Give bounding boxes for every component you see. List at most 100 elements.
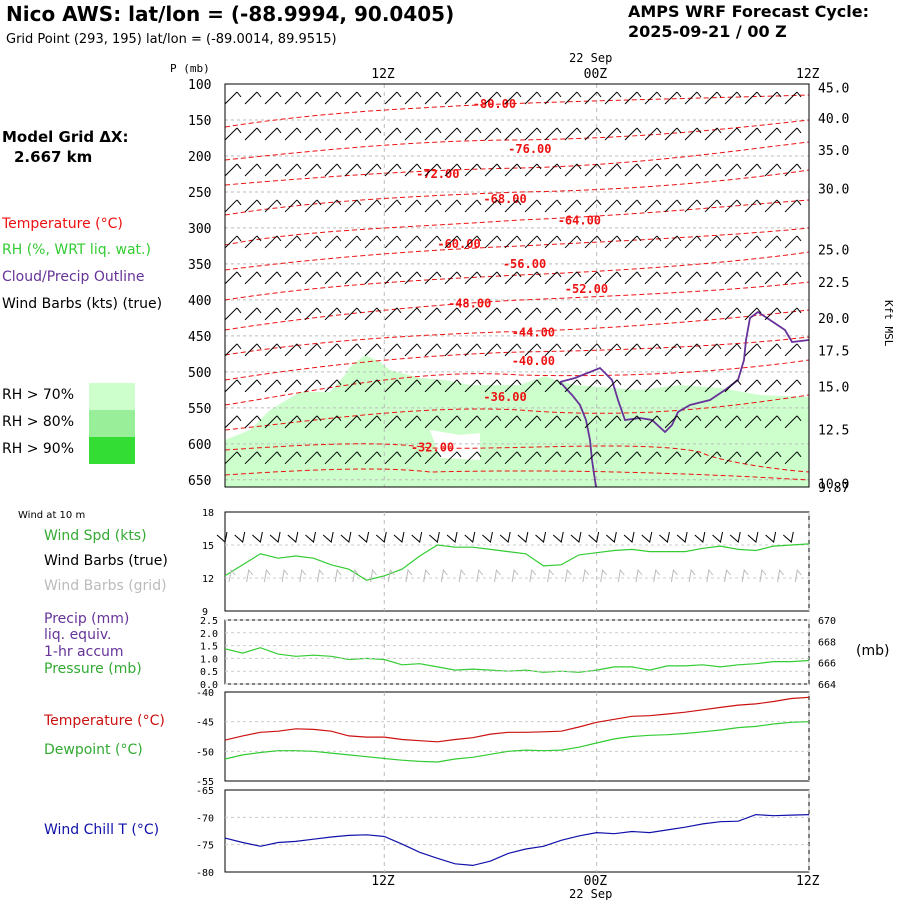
- wind-barb-flag: [716, 343, 722, 350]
- wind-barb-shaft: [684, 451, 698, 465]
- wind-barb-shaft: [724, 451, 738, 465]
- wind-barb-shaft: [324, 379, 338, 393]
- wind-barb-shaft: [304, 271, 318, 285]
- wind-barb-shaft: [224, 163, 238, 177]
- height-tick-label: 12.5: [818, 423, 849, 438]
- wind-barb: [564, 91, 582, 105]
- wind-barb: [484, 127, 502, 141]
- wind-barb-shaft: [384, 91, 398, 105]
- wind-barb-shaft: [324, 127, 338, 141]
- wind-barb-shaft: [344, 91, 358, 105]
- wind-barb: [744, 235, 762, 249]
- wind-barb: [324, 415, 342, 429]
- wind-barb-shaft: [704, 163, 718, 177]
- wind-barb-flag: [756, 271, 762, 278]
- wind-barb: [544, 379, 562, 393]
- wind-barb-shaft: [344, 235, 358, 249]
- wind-barb: [744, 271, 762, 285]
- wind-barb: [224, 271, 242, 285]
- wind-barb-shaft: [544, 127, 558, 141]
- wind-barb: [224, 379, 242, 393]
- wind-barb: [344, 451, 362, 465]
- surface-wind-barb-grid: [741, 568, 749, 583]
- wind-barb-shaft: [284, 199, 298, 213]
- wind-barb: [484, 343, 502, 357]
- temperature-contour: [224, 169, 810, 216]
- temperature-contour-label: -52.00: [565, 282, 608, 296]
- wind-barb-flag: [316, 127, 322, 134]
- wind-barb: [464, 379, 482, 393]
- wind-barb-flag: [716, 307, 722, 314]
- wind-barb: [244, 91, 262, 105]
- wind-barb-shaft: [464, 379, 478, 393]
- wind-barb: [264, 307, 282, 321]
- wind-barb-flag: [376, 307, 382, 314]
- wind-barb-flag: [796, 307, 802, 314]
- wind-barb-shaft: [784, 307, 798, 321]
- wind-barb-flag: [476, 127, 482, 134]
- wind-barb-flag: [276, 343, 282, 350]
- wind-barb-shaft: [284, 379, 298, 393]
- wind-barb: [284, 307, 302, 321]
- wind-barb-flag: [696, 91, 702, 98]
- wind-barb: [304, 451, 322, 465]
- wind-barb: [564, 199, 582, 213]
- wind-barb: [544, 451, 562, 465]
- wind-barb: [524, 199, 542, 213]
- wind-barb-flag: [416, 235, 422, 242]
- wind-barb-flag: [636, 199, 642, 206]
- wind-barb: [724, 451, 742, 465]
- temperature-contour-label: -76.00: [508, 142, 551, 156]
- wind-barb-shaft: [224, 343, 238, 357]
- wind-barb-flag: [296, 379, 302, 386]
- wind-barb: [364, 379, 382, 393]
- wind-barb: [484, 199, 502, 213]
- wind-barb: [684, 235, 702, 249]
- wind-barb-flag: [396, 91, 402, 98]
- wind-barb-shaft: [344, 127, 358, 141]
- wind-barb: [524, 271, 542, 285]
- precip-tick-label: 2.0: [200, 629, 218, 640]
- wind-barb-flag: [676, 199, 682, 206]
- wind-barb: [504, 127, 522, 141]
- wind-barb-flag: [536, 127, 542, 134]
- wind-barb-shaft: [224, 199, 238, 213]
- wind-barb: [324, 343, 342, 357]
- wind-barb-shaft: [784, 343, 798, 357]
- wind-barb-shaft: [664, 127, 678, 141]
- wind-barb: [724, 127, 742, 141]
- wind-barb-shaft: [744, 271, 758, 285]
- wind-barb-shaft: [424, 235, 438, 249]
- wind-barb: [284, 199, 302, 213]
- wind-barb-shaft: [304, 451, 318, 465]
- wind-barb-shaft: [564, 91, 578, 105]
- wind-barb: [724, 199, 742, 213]
- wind-barb-shaft: [544, 199, 558, 213]
- wind-barb-flag: [616, 415, 622, 422]
- station-title: Nico AWS: lat/lon = (-88.9994, 90.0405): [6, 2, 455, 26]
- surface-wind-barb-grid: [423, 568, 431, 583]
- wind-barb-shaft: [344, 163, 358, 177]
- wind-barb-shaft: [304, 379, 318, 393]
- wind-barb-shaft: [744, 451, 758, 465]
- temperature-contour: [224, 394, 810, 431]
- wind-barb-flag: [796, 343, 802, 350]
- wind-barb: [524, 91, 542, 105]
- legend-cloud-outline: Cloud/Precip Outline: [2, 269, 145, 285]
- rh-swatch-3: [89, 437, 135, 464]
- wind-barb-flag: [456, 307, 462, 314]
- wind-barb-shaft: [644, 379, 658, 393]
- wind-barb: [344, 235, 362, 249]
- precip-tick-label: 0.0: [200, 680, 218, 691]
- wind-barb-shaft: [524, 199, 538, 213]
- wind-barb-shaft: [604, 451, 618, 465]
- wind-barb-flag: [456, 379, 462, 386]
- series-line-3-0: [224, 696, 810, 743]
- wind-barb: [264, 343, 282, 357]
- pressure-tick-label: 150: [188, 114, 211, 129]
- wind-barb: [584, 307, 602, 321]
- wind-barb-flag: [676, 379, 682, 386]
- wind-barb: [624, 91, 642, 105]
- wind-barb-flag: [416, 91, 422, 98]
- wind-barb-flag: [476, 343, 482, 350]
